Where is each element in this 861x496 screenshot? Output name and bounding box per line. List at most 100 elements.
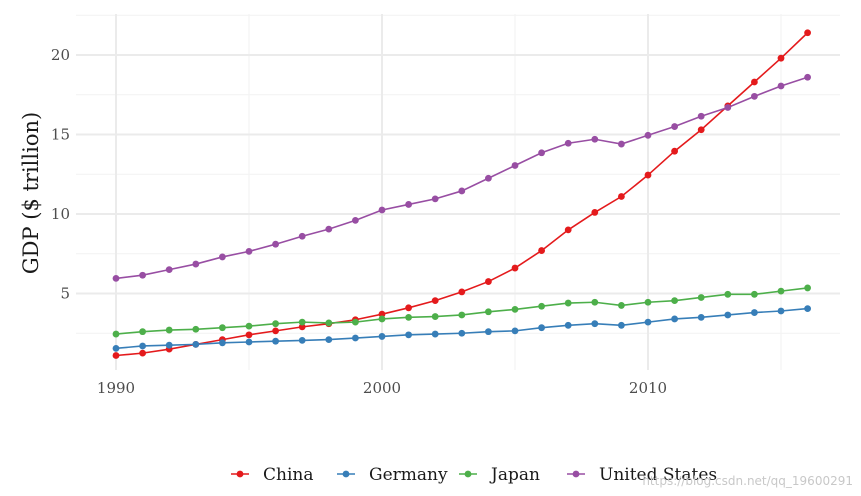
data-point-china (751, 78, 758, 86)
data-point-germany (139, 342, 147, 350)
data-point-japan (591, 298, 599, 306)
data-point-united-states (644, 131, 652, 139)
data-point-germany (564, 321, 572, 329)
data-point-germany (697, 313, 705, 321)
data-point-germany (272, 337, 279, 345)
data-point-china (591, 209, 599, 216)
series-united-states (112, 73, 811, 282)
data-point-china (511, 264, 519, 272)
data-point-japan (325, 319, 333, 327)
data-point-germany (511, 327, 519, 335)
data-point-germany (192, 340, 200, 348)
data-point-germany (671, 315, 678, 323)
legend-item-germany: Germany (337, 465, 448, 485)
data-point-china (378, 310, 386, 318)
y-tick-label: 10 (51, 205, 70, 223)
data-point-united-states (485, 174, 492, 182)
data-point-germany (538, 324, 545, 332)
data-point-germany (245, 338, 253, 346)
data-point-united-states (245, 247, 253, 255)
y-tick-label: 15 (51, 126, 70, 144)
data-point-china (245, 331, 253, 339)
data-point-japan (112, 330, 120, 338)
data-point-germany (804, 305, 811, 313)
data-point-united-states (165, 266, 173, 274)
data-point-germany (165, 341, 173, 349)
data-point-united-states (139, 271, 147, 279)
series-germany (112, 305, 811, 352)
data-point-germany (751, 309, 758, 316)
data-point-united-states (378, 206, 386, 214)
data-point-japan (697, 294, 705, 301)
data-point-germany (298, 337, 306, 344)
data-point-japan (245, 322, 253, 330)
data-point-china (139, 349, 147, 357)
legend-key-point (342, 470, 350, 478)
data-point-united-states (697, 112, 705, 120)
data-point-japan (431, 313, 439, 320)
y-axis-title: GDP ($ trillion) (19, 112, 43, 274)
legend-key-point (464, 470, 472, 478)
data-point-germany (431, 330, 439, 338)
watermark: https://blog.csdn.net/qq_19600291 (642, 474, 853, 488)
x-tick-label: 2010 (629, 379, 667, 397)
data-point-germany (219, 339, 226, 347)
legend: China Germany Japan United States (231, 465, 717, 485)
data-point-china (618, 193, 625, 200)
data-point-united-states (591, 135, 599, 143)
data-point-japan (165, 326, 173, 334)
data-point-united-states (112, 274, 120, 282)
legend-item-china: China (231, 465, 313, 485)
data-point-united-states (405, 201, 412, 208)
legend-item-japan: Japan (459, 465, 540, 485)
data-point-united-states (325, 225, 333, 233)
data-point-germany (644, 318, 652, 326)
y-tick-label: 5 (60, 285, 70, 303)
data-point-japan (272, 320, 279, 328)
data-point-japan (804, 284, 811, 292)
data-point-germany (591, 320, 599, 328)
data-point-united-states (431, 195, 439, 203)
data-point-united-states (298, 232, 306, 240)
data-point-germany (777, 307, 785, 315)
x-axis-ticks: 1990 2000 2010 (97, 379, 667, 397)
legend-key-point (236, 470, 244, 478)
series-japan (112, 284, 811, 338)
data-point-china (804, 29, 811, 37)
data-point-united-states (458, 187, 466, 195)
legend-label: Japan (489, 465, 540, 485)
y-tick-label: 20 (51, 46, 70, 64)
data-point-japan (777, 287, 785, 295)
data-point-united-states (352, 216, 359, 224)
data-point-united-states (751, 92, 758, 100)
data-point-united-states (219, 253, 226, 261)
data-point-united-states (538, 149, 545, 157)
data-point-china (644, 171, 652, 179)
data-point-china (697, 126, 705, 134)
data-point-germany (378, 333, 386, 340)
data-point-united-states (511, 162, 519, 169)
data-point-japan (618, 302, 625, 309)
data-point-china (298, 323, 306, 331)
data-point-china (777, 54, 785, 62)
y-axis-ticks: 5 10 15 20 (51, 46, 70, 303)
data-point-china (458, 288, 466, 296)
data-point-united-states (618, 140, 625, 148)
data-point-china (538, 247, 545, 254)
series-line-united-states (115, 76, 808, 280)
data-point-germany (485, 328, 492, 336)
data-point-united-states (804, 73, 811, 81)
data-point-germany (724, 311, 732, 319)
data-point-japan (644, 298, 652, 306)
data-point-japan (671, 297, 678, 305)
data-point-china (671, 147, 678, 155)
data-point-japan (219, 324, 226, 332)
data-point-japan (192, 325, 200, 333)
data-point-germany (618, 321, 625, 329)
data-point-united-states (192, 260, 200, 268)
data-point-china (431, 297, 439, 305)
data-point-germany (325, 336, 333, 344)
series-layer (112, 29, 811, 359)
data-point-united-states (777, 82, 785, 90)
